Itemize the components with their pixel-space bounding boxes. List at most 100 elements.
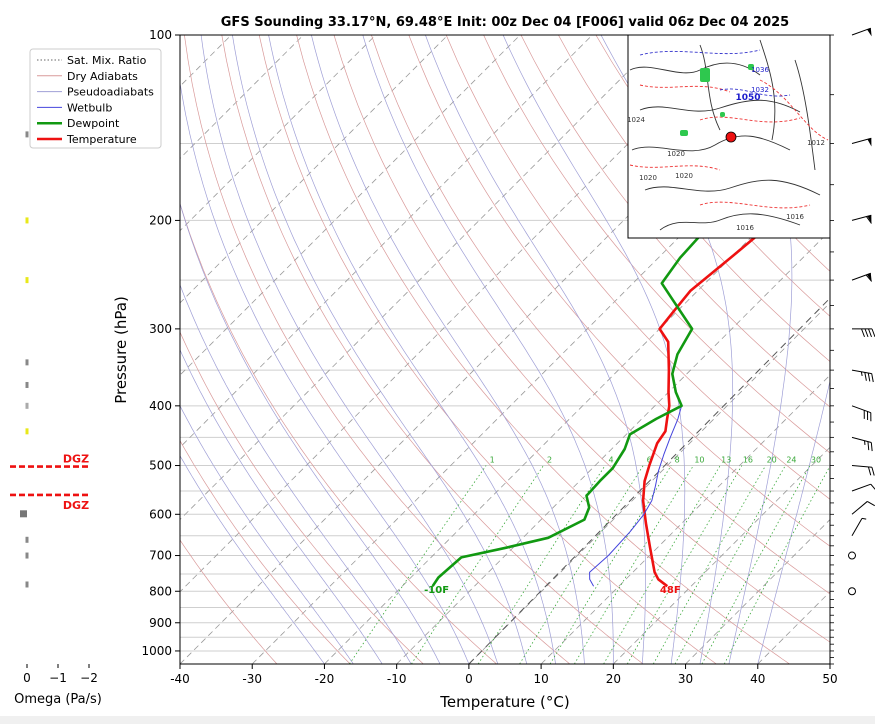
wind-barb-icon: [851, 214, 872, 224]
x-tick-label: -30: [242, 672, 262, 686]
mixing-ratio-line: [574, 465, 694, 664]
barb-feather: [870, 483, 875, 492]
barb-feather: [861, 328, 865, 338]
isotherm-line: [829, 663, 830, 664]
barb-staff: [851, 272, 871, 281]
map-contour: [759, 39, 776, 141]
legend-entry: Temperature: [66, 133, 137, 146]
dry-adiabat: [221, 35, 644, 664]
map-contour: [644, 179, 821, 196]
pseudoadiabat: [362, 35, 614, 664]
pseudoadiabat: [180, 405, 354, 664]
x-tick-label: 40: [750, 672, 765, 686]
y-tick-label: 500: [149, 459, 172, 473]
map-contour: [639, 99, 801, 113]
barb-feather: [867, 372, 871, 382]
y-tick-label: 300: [149, 322, 172, 336]
omega-bar: [25, 581, 29, 588]
isotherm-line: [180, 35, 665, 521]
map-pressure-label: 1016: [736, 224, 754, 232]
map-pressure-label: 1016: [786, 213, 804, 221]
wind-barb-icon: [851, 137, 872, 147]
omega-bar: [25, 552, 29, 559]
map-pressure-label: 1020: [667, 150, 685, 158]
omega-bar: [25, 131, 29, 138]
wind-barb-icon: [851, 501, 875, 515]
freezing-reference-line: [468, 297, 830, 664]
y-tick-label: 1000: [141, 644, 172, 658]
barb-feather: [867, 441, 870, 451]
x-tick-label: 20: [606, 672, 621, 686]
x-tick-label: 10: [533, 672, 548, 686]
inset-map-contours: 1050 1024 1020 1020 1020 1016 1036 1032 1012 1016: [627, 39, 829, 232]
map-blue-contour: [719, 88, 791, 97]
wind-barb-icon: [851, 369, 874, 383]
isotherm-line: [468, 302, 830, 664]
plot-frame: [179, 34, 831, 665]
mixing-ratio-line: [674, 465, 786, 664]
dry-adiabat: [408, 35, 830, 547]
pseudoadiabat: [502, 35, 686, 664]
isotherm-line: [180, 35, 593, 448]
pseudoadiabat: [200, 35, 499, 664]
x-tick-label: -40: [170, 672, 190, 686]
dry-adiabat: [333, 35, 830, 643]
y-tick-label: 800: [149, 584, 172, 598]
map-pressure-label: 1020: [639, 174, 657, 182]
barb-pennant: [867, 28, 872, 37]
dry-adiabat: [445, 35, 830, 500]
pseudoadiabat: [180, 349, 383, 664]
map-contour: [794, 59, 816, 171]
barb-staff: [851, 27, 871, 36]
barb-staff: [851, 214, 872, 221]
x-tick-label: 0: [465, 672, 473, 686]
x-tick-label: -20: [315, 672, 335, 686]
dry-adiabat: [483, 35, 830, 454]
pseudoadiabat: [232, 35, 528, 664]
barb-feather: [863, 410, 865, 419]
pseudoadiabat: [180, 80, 470, 664]
pseudoadiabat: [425, 35, 646, 664]
pseudoadiabat: [311, 35, 585, 664]
isotherm-line: [180, 35, 521, 376]
y-tick-label: 900: [149, 616, 172, 630]
pseudoadiabat: [600, 35, 734, 664]
y-axis-label: Pressure (hPa): [112, 296, 130, 404]
x-tick-label: 30: [678, 672, 693, 686]
map-temperature-contour: [699, 201, 811, 209]
map-precip-patch: [700, 68, 710, 82]
barb-feather: [867, 501, 875, 507]
wind-barb-icon: [851, 517, 867, 536]
barb-feather: [867, 411, 869, 421]
mixing-ratio-line: [723, 465, 830, 664]
omega-bar: [20, 510, 27, 518]
dry-adiabat: [595, 35, 830, 317]
wind-barb-icon: [851, 272, 873, 282]
y-tick-label: 400: [149, 399, 172, 413]
map-precip-patch: [720, 112, 725, 117]
mixing-ratio-label: 13: [721, 456, 731, 465]
legend-entry: Wetbulb: [67, 101, 112, 114]
mixing-ratio-line: [652, 465, 767, 664]
isotherm-line: [324, 157, 830, 664]
mixing-ratio-line: [549, 465, 672, 664]
map-temperature-contour: [629, 164, 721, 171]
dry-adiabat: [258, 35, 717, 664]
x-tick-label: 50: [822, 672, 837, 686]
mixing-ratio-label: 4: [609, 456, 614, 465]
y-tick-label: 100: [149, 28, 172, 42]
omega-axis-label: Omega (Pa/s): [14, 692, 102, 707]
dry-adiabat: [180, 439, 351, 664]
barb-feather: [864, 328, 869, 338]
wind-barb-icon: [851, 436, 873, 452]
map-pressure-label: 1050: [735, 93, 760, 103]
location-marker-icon: [725, 131, 737, 143]
isotherm-line: [180, 35, 449, 304]
barb-feather: [864, 372, 867, 381]
map-pressure-label: 1032: [751, 86, 769, 94]
dgz-label: DGZ: [63, 453, 89, 466]
map-pressure-label: 1024: [627, 116, 645, 124]
omega-tick-label: −1: [49, 671, 67, 685]
isotherm-line: [180, 35, 304, 160]
